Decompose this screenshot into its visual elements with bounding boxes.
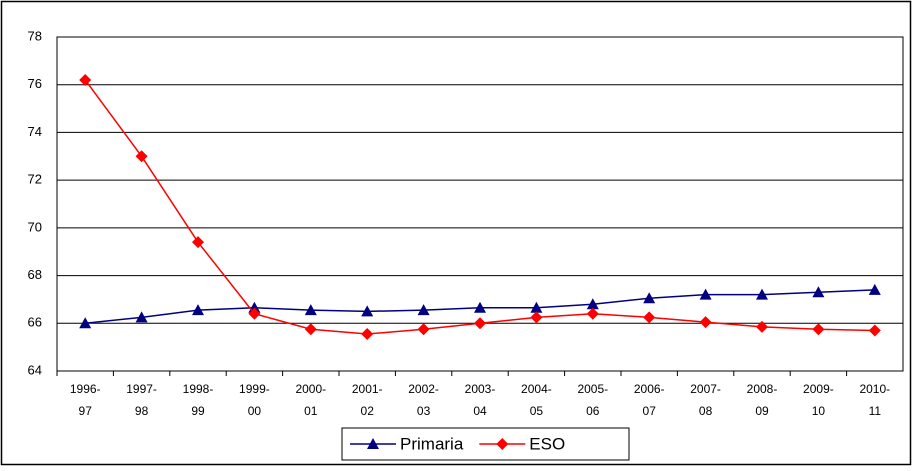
y-tick-label: 70 (28, 219, 42, 234)
x-tick-label: 2009-10 (803, 382, 834, 418)
y-tick-label: 72 (28, 172, 42, 187)
marker (135, 150, 148, 163)
x-tick-label: 1997-98 (126, 382, 157, 418)
x-tick-label: 2002-03 (408, 382, 439, 418)
x-tick-label: 2001-02 (352, 382, 383, 418)
marker (361, 328, 374, 341)
marker (496, 438, 509, 450)
marker (699, 316, 712, 329)
marker (79, 73, 92, 86)
y-tick-label: 78 (28, 28, 42, 43)
marker (699, 288, 712, 300)
marker (79, 317, 92, 329)
y-tick-label: 68 (28, 267, 42, 282)
x-tick-label: 1996-97 (70, 382, 101, 418)
marker (135, 311, 148, 323)
marker (417, 323, 430, 336)
marker (192, 304, 204, 316)
marker (586, 298, 599, 310)
marker (367, 438, 379, 449)
marker (304, 323, 317, 336)
x-tick-label: 2006-07 (634, 382, 665, 418)
marker (868, 283, 881, 295)
x-tick-label: 1999-00 (239, 382, 270, 418)
marker (361, 305, 374, 317)
x-tick-label: 2004-05 (521, 382, 552, 418)
x-tick-label: 2008-09 (747, 382, 778, 418)
marker (474, 301, 486, 313)
marker (417, 304, 430, 316)
marker (474, 317, 486, 330)
x-tick-label: 2000-01 (295, 382, 326, 418)
legend-label: Primaria (400, 434, 464, 453)
marker (530, 301, 543, 313)
y-tick-label: 76 (28, 76, 42, 91)
marker (643, 311, 656, 324)
y-tick-label: 74 (28, 124, 42, 139)
marker (304, 304, 317, 316)
x-tick-label: 1998-99 (183, 382, 214, 418)
marker (868, 324, 881, 337)
marker (248, 307, 261, 320)
x-tick-label: 2005-06 (577, 382, 608, 418)
marker (586, 307, 599, 320)
marker (812, 323, 825, 336)
marker (192, 236, 204, 249)
y-tick-label: 66 (28, 315, 42, 330)
plot-area (56, 36, 904, 372)
marker (756, 288, 768, 300)
x-tick-label: 2003-04 (465, 382, 496, 418)
x-tick-label: 2007-08 (690, 382, 721, 418)
legend-label: ESO (529, 434, 565, 453)
y-tick-label: 64 (28, 362, 42, 377)
x-tick-label: 2010-11 (859, 382, 890, 418)
marker (812, 286, 825, 298)
marker (643, 292, 656, 304)
marker (530, 311, 543, 324)
marker (756, 320, 768, 333)
